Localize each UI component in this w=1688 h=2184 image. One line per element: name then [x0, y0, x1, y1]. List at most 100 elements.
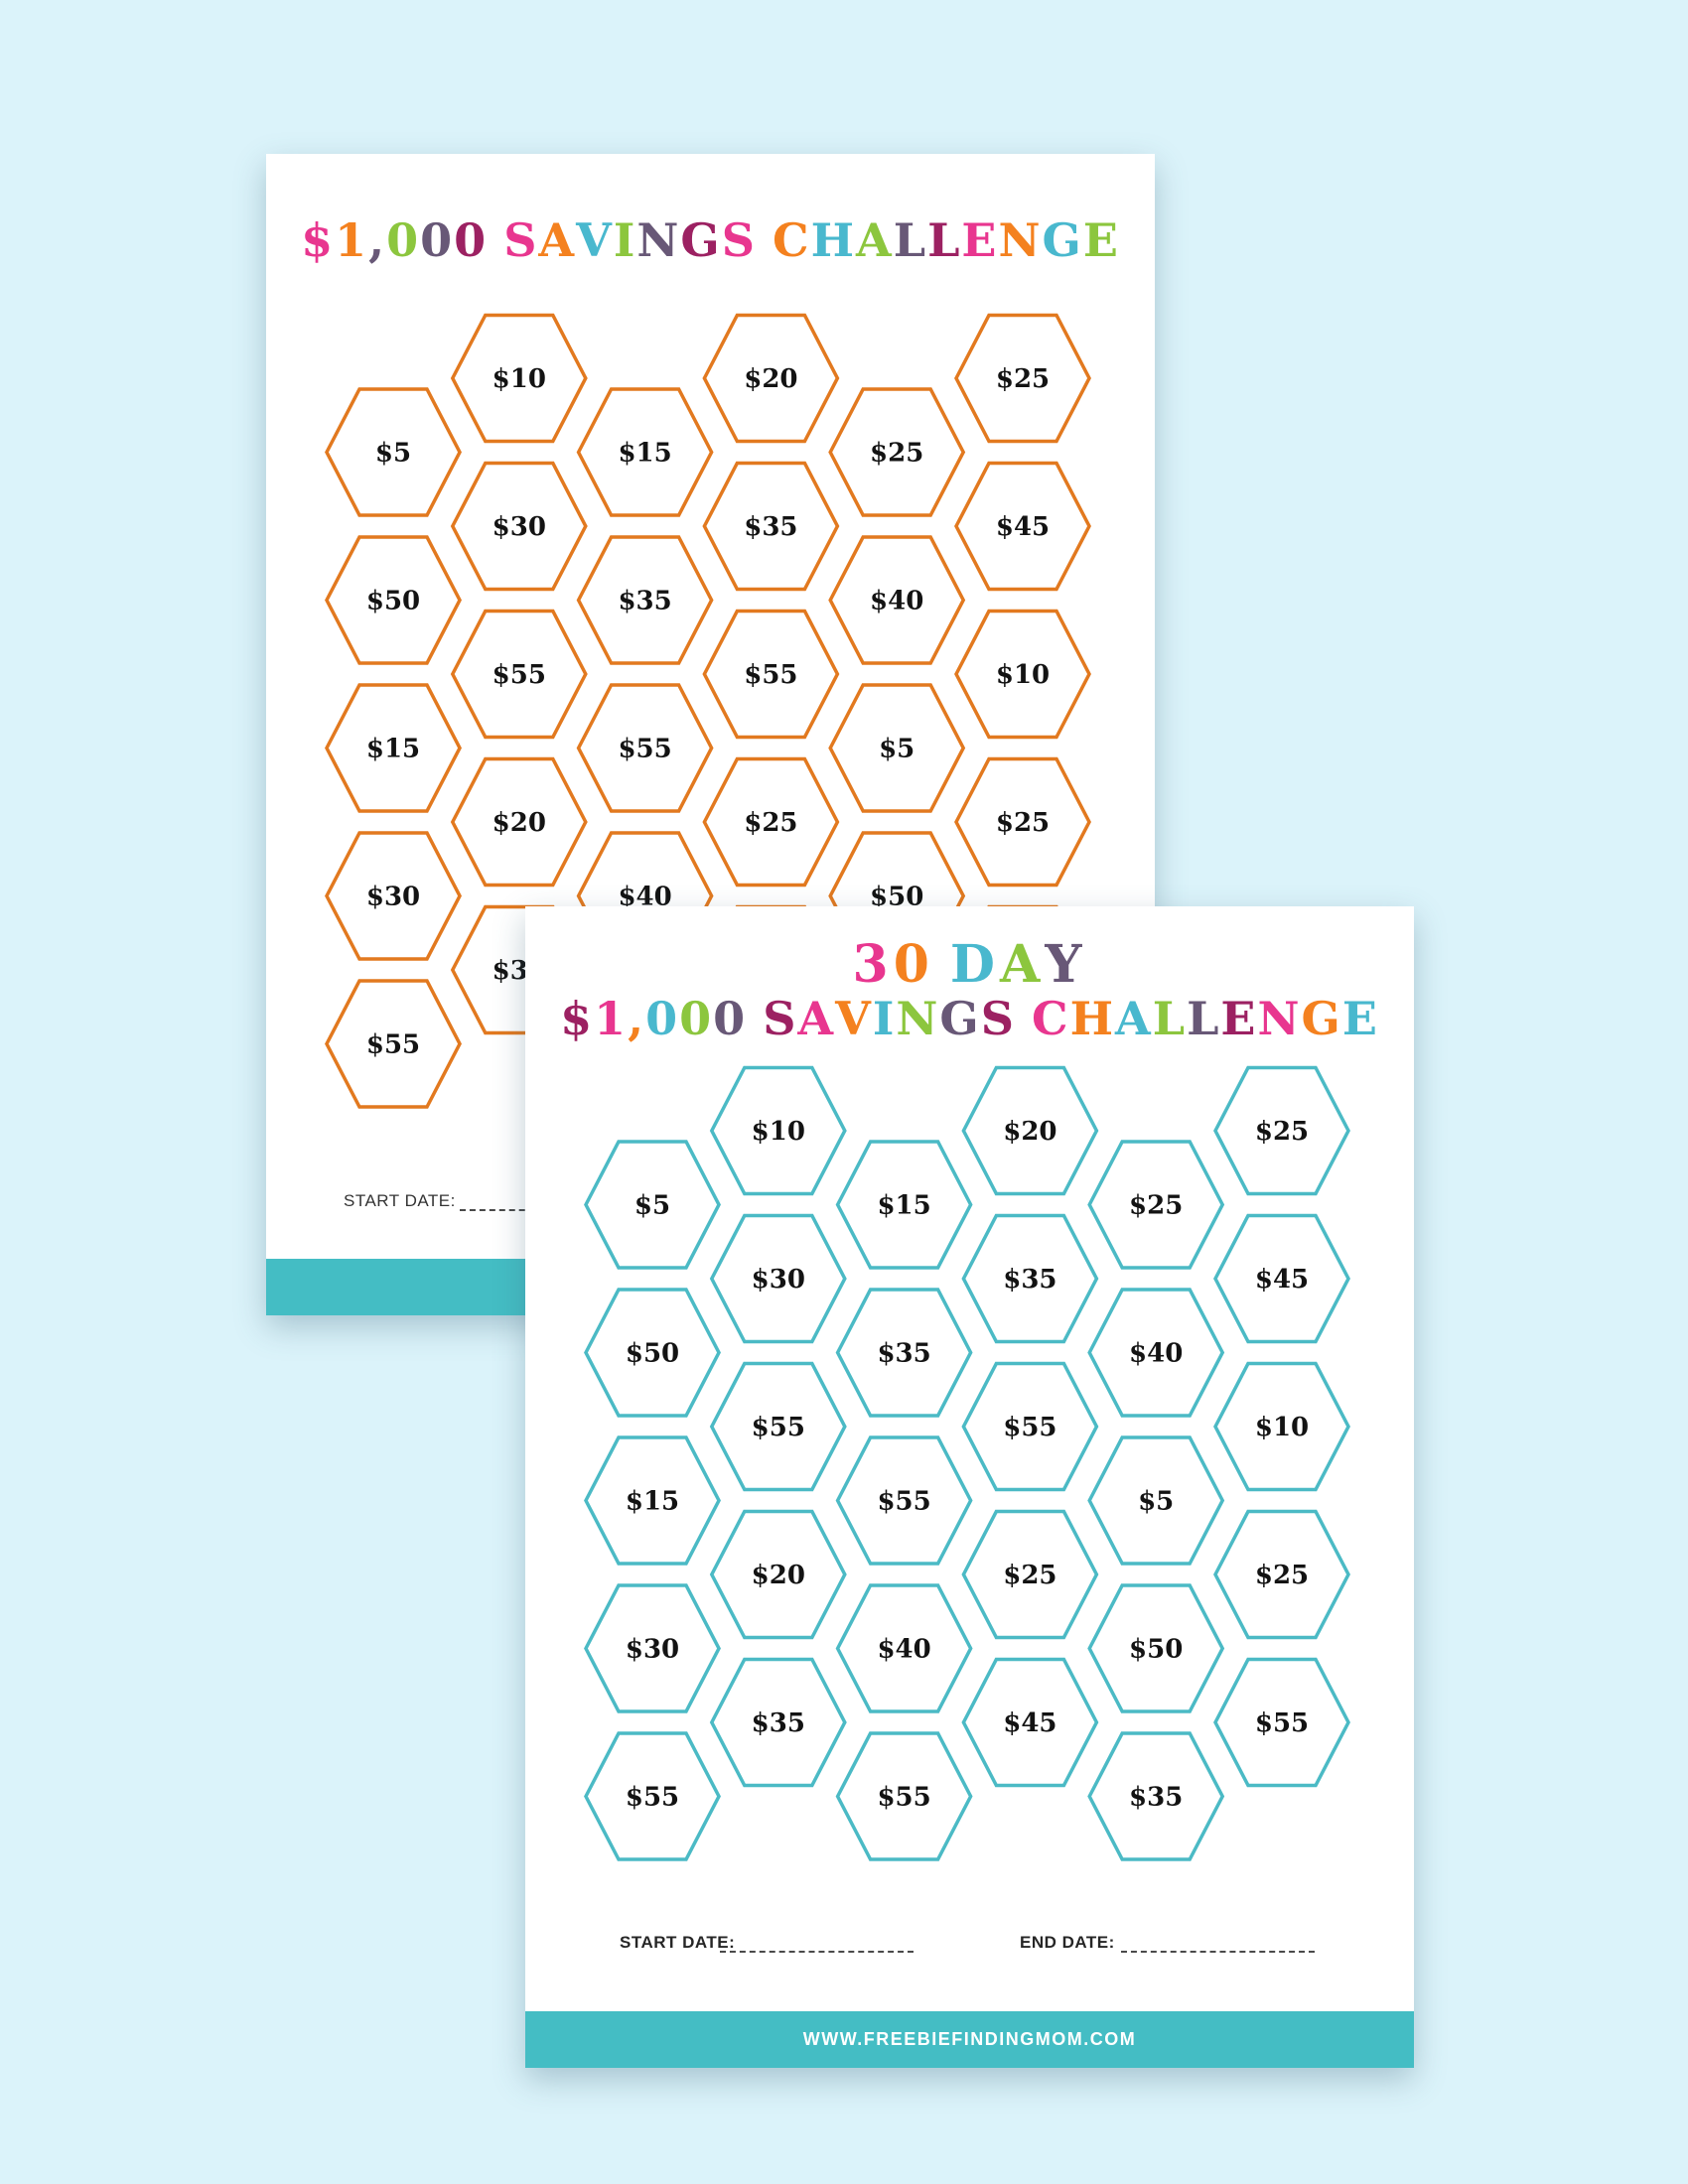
- hexagon-cell: $35: [702, 461, 840, 592]
- end-date-line: [1121, 1950, 1315, 1953]
- hexagon-value: $20: [492, 808, 546, 838]
- hexagon-outline: [325, 535, 462, 665]
- hexagon-outline: [828, 683, 966, 813]
- hexagon-value: $55: [877, 1487, 930, 1517]
- start-date-label: START DATE:: [620, 1933, 736, 1952]
- hexagon-cell: $55: [835, 1731, 973, 1861]
- hexagon-cell: $55: [835, 1435, 973, 1566]
- hexagon-cell: $15: [325, 683, 462, 813]
- hexagon-cell: $25: [961, 1509, 1099, 1640]
- hexagon-value: $35: [877, 1339, 930, 1369]
- title-letter: 0: [386, 213, 421, 267]
- hexagon-outline: [584, 1288, 721, 1418]
- title-letter: H: [810, 213, 857, 267]
- hexagon-cell: $35: [709, 1657, 847, 1788]
- hexagon-cell: $50: [584, 1288, 721, 1418]
- hexagon-value: $25: [870, 439, 923, 469]
- hexagon-value: $45: [1003, 1708, 1056, 1738]
- title-letter: E: [1341, 992, 1379, 1045]
- hexagon-outline: [450, 756, 588, 887]
- hexagon-value: $30: [752, 1265, 805, 1295]
- hexagon-outline: [961, 1213, 1099, 1344]
- hexagon-cell: $5: [828, 683, 966, 813]
- hexagon-cell: $20: [709, 1509, 847, 1640]
- title-letter: E: [961, 213, 999, 267]
- hexagon-value: $15: [618, 439, 671, 469]
- title-letter: 0: [420, 213, 455, 267]
- hexagon-value: $10: [996, 660, 1050, 690]
- hexagon-cell: $10: [450, 313, 588, 444]
- hexagon-outline: [325, 831, 462, 961]
- hexagon-outline: [702, 609, 840, 740]
- hexagon-outline: [450, 609, 588, 740]
- title-letter: N: [998, 213, 1043, 267]
- hexagon-cell: $5: [325, 387, 462, 517]
- hexagon-outline: [1087, 1731, 1225, 1861]
- title-letter: ,: [368, 213, 387, 267]
- title-letter: L: [927, 213, 962, 267]
- hexagon-outline: [702, 756, 840, 887]
- hexagon-outline: [450, 313, 588, 444]
- hexagon-outline: [325, 979, 462, 1109]
- title-letter: N: [636, 213, 681, 267]
- hexagon-cell: $55: [961, 1361, 1099, 1492]
- title-letter: C: [772, 213, 811, 267]
- hexagon-cell: $55: [1213, 1657, 1350, 1788]
- website-url: WWW.FREEBIEFINDINGMOM.COM: [802, 2029, 1137, 2049]
- hexagon-value: $25: [996, 808, 1050, 838]
- hexagon-outline: [1213, 1361, 1350, 1492]
- hexagon-value: $30: [492, 512, 546, 542]
- hexagon-outline: [961, 1065, 1099, 1196]
- savings-challenge-page-front: 30 DAY $1,000 SAVINGS CHALLENGE $10 $20 $25 $5…: [525, 906, 1414, 2068]
- title-letter: 0: [679, 992, 714, 1045]
- title-letter: S: [763, 992, 798, 1045]
- hexagon-outline: [576, 535, 714, 665]
- hexagon-outline: [835, 1731, 973, 1861]
- hexagon-outline: [709, 1065, 847, 1196]
- hexagon-value: $40: [877, 1635, 930, 1665]
- hexagon-cell: $20: [450, 756, 588, 887]
- hexagon-outline: [828, 387, 966, 517]
- page-title: $1,000 SAVINGS CHALLENGE: [266, 213, 1155, 267]
- savings-challenge-page-back: $1,000 SAVINGS CHALLENGE $10 $20 $25 $5 $15 $25…: [266, 154, 1155, 1315]
- hexagon-value: $15: [626, 1487, 679, 1517]
- hexagon-cell: $50: [1087, 1583, 1225, 1713]
- title-letter: I: [613, 213, 637, 267]
- hexagon-outline: [709, 1657, 847, 1788]
- hexagon-value: $45: [1255, 1265, 1309, 1295]
- title-letter: I: [872, 992, 897, 1045]
- hexagon-value: $10: [752, 1117, 805, 1147]
- hexagon-outline: [709, 1361, 847, 1492]
- hexagon-outline: [1087, 1583, 1225, 1713]
- hexagon-value: $30: [366, 883, 420, 912]
- honeycomb-grid: $10 $20 $25 $5 $15 $25 $30 $35 $45 $50 $35 $40 $55 $5…: [584, 1065, 1350, 1861]
- hexagon-outline: [954, 756, 1091, 887]
- title-letter: $: [560, 992, 595, 1045]
- hexagon-value: $45: [996, 512, 1050, 542]
- hexagon-outline: [1087, 1140, 1225, 1270]
- title-letter: N: [1257, 992, 1302, 1045]
- hexagon-outline: [961, 1361, 1099, 1492]
- hexagon-value: $20: [752, 1561, 805, 1590]
- hexagon-cell: $45: [1213, 1213, 1350, 1344]
- title-letter: E: [1082, 213, 1120, 267]
- title-letter: G: [680, 213, 722, 267]
- title-letter: $: [301, 213, 336, 267]
- hexagon-cell: $15: [835, 1140, 973, 1270]
- title-letter: A: [856, 213, 894, 267]
- hexagon-value: $40: [1129, 1339, 1183, 1369]
- hexagon-value: $35: [744, 512, 797, 542]
- title-letter: E: [1220, 992, 1258, 1045]
- hexagon-value: $25: [1255, 1561, 1309, 1590]
- hexagon-outline: [1213, 1065, 1350, 1196]
- page-title-line-1: 30 DAY: [525, 934, 1414, 995]
- hexagon-cell: $50: [325, 535, 462, 665]
- hexagon-value: $10: [492, 364, 546, 394]
- hexagon-cell: $30: [325, 831, 462, 961]
- hexagon-value: $25: [996, 364, 1050, 394]
- title-letter: V: [576, 213, 614, 267]
- hexagon-cell: $55: [325, 979, 462, 1109]
- hexagon-cell: $55: [709, 1361, 847, 1492]
- hexagon-outline: [576, 387, 714, 517]
- hexagon-cell: $25: [1213, 1509, 1350, 1640]
